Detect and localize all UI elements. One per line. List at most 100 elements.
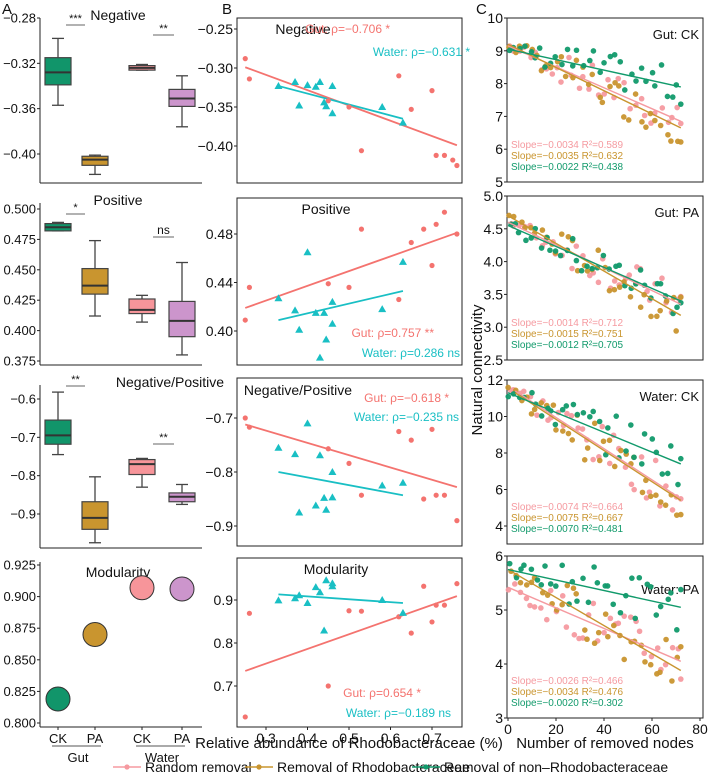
rhodo-point xyxy=(562,73,569,80)
random-point xyxy=(631,486,637,493)
nonrhodo-point xyxy=(580,575,586,582)
y-tick-label: −0.9 xyxy=(10,507,36,522)
plot-frame xyxy=(236,377,463,547)
nonrhodo-point xyxy=(665,596,672,603)
random-point xyxy=(621,79,627,86)
rhodo-point xyxy=(584,445,591,451)
chart-title: Gut: CK xyxy=(653,27,700,42)
random-point xyxy=(621,613,627,619)
random-point xyxy=(586,86,592,92)
water-point xyxy=(311,501,320,509)
box xyxy=(128,458,156,476)
random-point xyxy=(654,645,661,651)
y-tick-label: −0.36 xyxy=(3,101,36,116)
random-point xyxy=(669,644,676,651)
gut-point xyxy=(429,426,435,432)
gut-point xyxy=(242,56,248,62)
rhodo-point xyxy=(665,131,671,138)
rhodo-point xyxy=(668,138,674,144)
gut-point xyxy=(396,73,402,79)
gut-point xyxy=(454,581,460,587)
water-point xyxy=(295,101,304,109)
water-point xyxy=(320,308,329,316)
rhodo-point xyxy=(599,99,606,106)
gut-point xyxy=(433,152,439,158)
random-point xyxy=(605,76,611,83)
water-point xyxy=(320,626,329,634)
water-point xyxy=(378,103,387,110)
rhodo-point xyxy=(654,313,660,320)
rhodo-point xyxy=(678,139,684,145)
rhodo-point xyxy=(589,71,596,78)
random-point xyxy=(511,581,518,587)
nonrhodo-point xyxy=(632,615,639,622)
random-point xyxy=(564,410,570,417)
rhodo-point xyxy=(559,601,565,608)
rhodo-point xyxy=(616,284,623,290)
nonrhodo-point xyxy=(553,583,559,589)
rhodo-point xyxy=(642,659,648,665)
rhodo-point xyxy=(606,437,613,444)
random-point xyxy=(669,507,676,513)
chart-title: Water: CK xyxy=(640,389,700,404)
rhodo-point xyxy=(625,117,632,123)
box xyxy=(44,419,72,445)
y-tick-label: 4 xyxy=(495,656,503,672)
y-tick-label: 6 xyxy=(495,482,503,498)
group-label: Water xyxy=(145,750,180,765)
random-stats: Slope=−0.0034 R²=0.589 xyxy=(511,140,623,151)
gut-point xyxy=(433,602,439,608)
plot-frame xyxy=(236,197,463,366)
nonrhodo-point xyxy=(557,252,564,259)
nonrhodo-point xyxy=(552,421,559,428)
water-point xyxy=(398,608,407,616)
plot-frame xyxy=(506,195,704,361)
random-point xyxy=(563,624,570,630)
random-point xyxy=(520,388,527,395)
rhodo-point xyxy=(558,53,565,60)
rhodo-point xyxy=(523,582,530,588)
nonrhodo-point xyxy=(573,257,580,264)
rhodo-point xyxy=(569,437,576,443)
random-point xyxy=(643,495,650,501)
nonrhodo-point xyxy=(617,58,624,65)
water-correlation: Water: ρ=−0.235 ns xyxy=(354,410,459,424)
rhodo-point xyxy=(574,267,581,274)
random-point xyxy=(659,275,665,282)
y-tick-label: 0.925 xyxy=(3,558,36,573)
nonrhodo-fit-line xyxy=(507,224,682,302)
nonrhodo-point xyxy=(564,46,571,53)
nonrhodo-point xyxy=(521,562,527,569)
nonrhodo-point xyxy=(647,584,654,590)
rhodo-point xyxy=(657,499,664,505)
chart-title: Negative/Positive xyxy=(116,374,224,390)
modularity-point xyxy=(82,622,108,648)
nonrhodo-point xyxy=(538,245,545,251)
nonrhodo-point xyxy=(542,563,548,569)
nonrhodo-point xyxy=(664,93,671,100)
gut-point xyxy=(441,152,448,158)
y-tick-label: 0.375 xyxy=(3,354,36,369)
water-point xyxy=(274,81,283,89)
nonrhodo-point xyxy=(621,87,628,93)
water-point xyxy=(303,419,312,427)
random-point xyxy=(543,616,550,623)
significance-label: ** xyxy=(71,374,80,386)
random-stats: Slope=−0.0026 R²=0.466 xyxy=(511,676,623,687)
nonrhodo-point xyxy=(659,471,666,477)
legend-marker-random xyxy=(124,764,130,770)
nonrhodo-point xyxy=(542,64,548,70)
water-point xyxy=(315,451,324,459)
nonrhodo-point xyxy=(589,265,595,272)
rhodo-point xyxy=(584,268,591,274)
gut-point xyxy=(325,683,331,689)
rhodo-point xyxy=(610,622,617,629)
rhodo-point xyxy=(673,328,679,334)
nonrhodo-point xyxy=(633,78,639,84)
nonrhodo-point xyxy=(570,401,577,408)
rhodo-point xyxy=(559,428,566,434)
nonrhodo-point xyxy=(563,403,570,409)
water-fit-line xyxy=(278,85,404,120)
rhodo-point xyxy=(584,636,590,643)
